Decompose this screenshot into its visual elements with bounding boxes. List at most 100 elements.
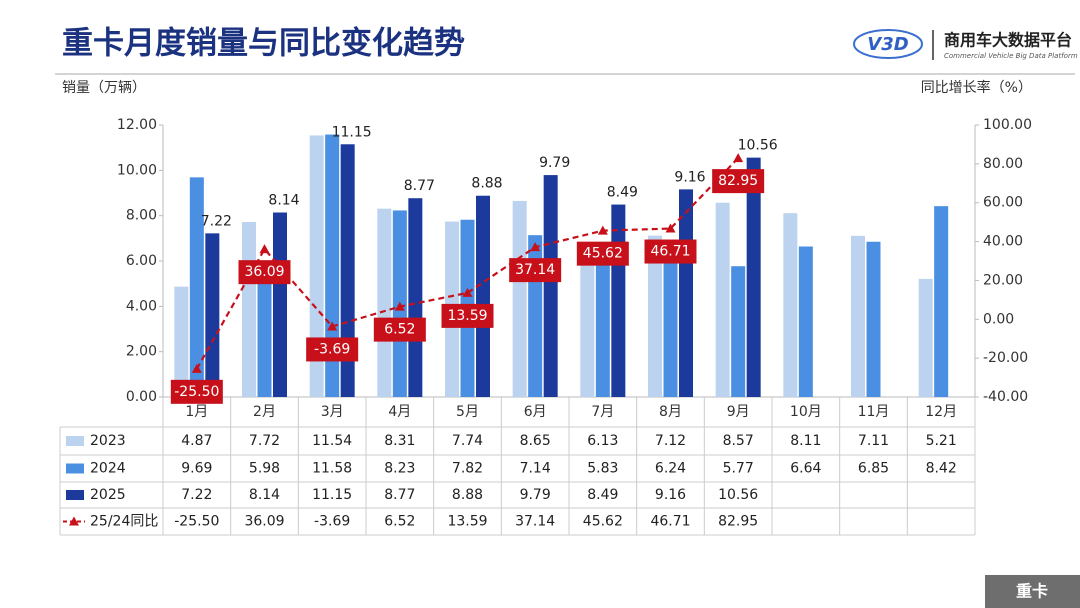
y2-tick-label: 80.00 (983, 156, 1023, 172)
line-value-label: 36.09 (244, 264, 284, 280)
table-cell: 11.15 (312, 487, 352, 503)
table-cell: 13.59 (447, 514, 487, 530)
line-value-label: 13.59 (447, 308, 487, 324)
bar (715, 202, 730, 397)
logo-text: 商用车大数据平台 (944, 31, 1072, 50)
line-marker (597, 225, 608, 235)
value-label-box (644, 239, 697, 264)
table-cell: 46.71 (650, 514, 690, 530)
x-tick-label: 5月 (456, 404, 479, 420)
line-marker (530, 242, 541, 252)
bar (340, 144, 355, 397)
bar-value-label: 8.49 (607, 185, 638, 201)
bar-value-label: 7.22 (201, 213, 232, 229)
y2-tick-label: 40.00 (983, 234, 1023, 250)
bar (205, 233, 220, 397)
table-cell: 5.77 (723, 461, 754, 477)
table-cell: 82.95 (718, 514, 758, 530)
bar-value-label: 10.56 (738, 138, 778, 154)
bar-value-label: 8.14 (268, 192, 299, 208)
table-cell: 5.98 (249, 461, 280, 477)
table-cell: 11.58 (312, 461, 352, 477)
logo-shape (853, 29, 923, 59)
bar (866, 241, 881, 397)
bar-value-label: 9.16 (674, 169, 705, 185)
x-tick-label: 10月 (790, 404, 822, 420)
line-marker (665, 223, 676, 233)
bar (595, 264, 610, 397)
y2-tick-label: 20.00 (983, 272, 1023, 288)
table-cell: 8.65 (520, 433, 551, 449)
bar (798, 246, 813, 397)
table-cell: 8.49 (587, 487, 618, 503)
table-cell: 8.42 (926, 461, 957, 477)
table-cell: 5.21 (926, 433, 957, 449)
line-value-label: -3.69 (314, 341, 350, 357)
value-label-box (576, 241, 629, 266)
table-cell: 7.72 (249, 433, 280, 449)
legend-swatch (66, 490, 84, 500)
bar (918, 278, 933, 397)
bar (377, 208, 392, 397)
bar (934, 206, 949, 397)
bar-value-label: 8.88 (471, 176, 502, 192)
line-value-label: -25.50 (174, 384, 219, 400)
y2-axis-label: 同比增长率（%） (921, 79, 1032, 96)
table-cell: 10.56 (718, 487, 758, 503)
table-cell: 11.54 (312, 433, 352, 449)
y-tick-label: 4.00 (126, 298, 157, 314)
bar (242, 222, 256, 397)
line-value-label: 82.95 (718, 173, 758, 189)
table-cell: 8.14 (249, 487, 280, 503)
table-cell: 9.79 (520, 487, 551, 503)
bar (679, 189, 693, 397)
legend-label: 2023 (90, 433, 126, 449)
table-cell: 8.23 (384, 461, 415, 477)
y2-tick-label: -20.00 (983, 350, 1028, 366)
bar (611, 204, 626, 397)
line-value-label: 37.14 (515, 262, 555, 278)
x-tick-label: 6月 (524, 404, 547, 420)
x-tick-label: 9月 (727, 404, 750, 420)
bar (663, 255, 678, 397)
bar-value-label: 8.77 (404, 178, 435, 194)
bar (476, 195, 490, 397)
table-cell: 9.16 (655, 487, 686, 503)
footer-box (985, 575, 1080, 608)
x-tick-label: 3月 (321, 404, 344, 420)
table-cell: 6.64 (790, 461, 821, 477)
chart-title: 重卡月度销量与同比变化趋势 (62, 26, 465, 62)
y-tick-label: 6.00 (126, 253, 157, 269)
table-cell: 7.14 (520, 461, 551, 477)
value-label-box (306, 337, 359, 362)
table-cell: 8.31 (384, 433, 415, 449)
value-label-box (238, 260, 291, 285)
bar-value-label: 11.15 (332, 124, 372, 140)
bar (309, 135, 324, 397)
bar (580, 258, 595, 397)
table-cell: 4.87 (181, 433, 212, 449)
bar (731, 266, 746, 397)
bar (257, 261, 272, 397)
y-tick-label: 10.00 (117, 162, 157, 178)
table-cell: 7.74 (452, 433, 483, 449)
line-marker (733, 153, 744, 163)
line-value-label: 45.62 (583, 246, 623, 262)
y2-tick-label: -40.00 (983, 389, 1028, 405)
x-tick-label: 11月 (858, 404, 890, 420)
table-cell: 6.85 (858, 461, 889, 477)
legend-marker (69, 516, 79, 526)
y2-tick-label: 0.00 (983, 311, 1014, 327)
legend-label: 2025 (90, 487, 126, 503)
table-cell: 36.09 (244, 514, 284, 530)
value-label-box (373, 317, 426, 342)
value-label-box (170, 379, 223, 404)
legend-swatch (66, 463, 84, 474)
table-cell: 8.11 (790, 433, 821, 449)
value-label-box (441, 303, 494, 328)
y2-tick-label: 100.00 (983, 117, 1032, 133)
table-cell: 45.62 (583, 514, 623, 530)
table-cell: 6.13 (587, 433, 618, 449)
table-cell: 7.22 (181, 487, 212, 503)
